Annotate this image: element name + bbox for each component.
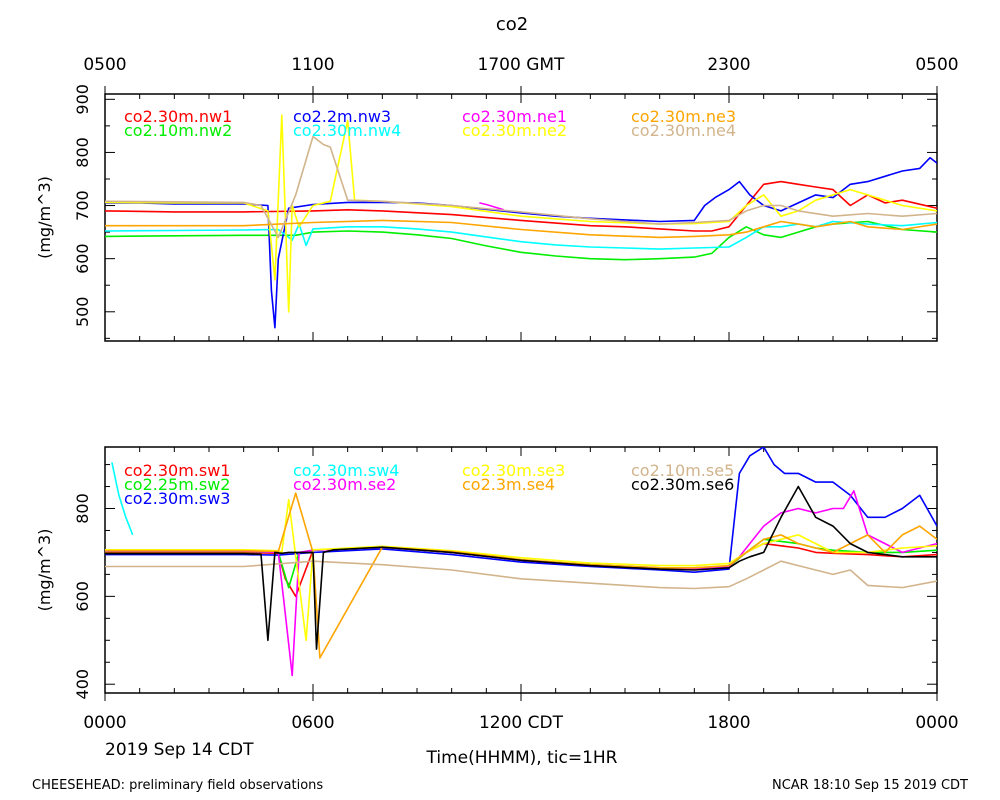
right-footnote: NCAR 18:10 Sep 15 2019 CDT (772, 778, 968, 793)
top-series-group (105, 114, 937, 329)
legend-co2-30m-sw1: co2.30m.sw1 (124, 461, 230, 480)
top-y-tick-label: 800 (73, 137, 92, 168)
legend-co2-30m-nw1: co2.30m.nw1 (124, 107, 232, 126)
legend-co2-3m-se4: co2.3m.se4 (462, 475, 555, 494)
bottom-y-tick-label: 600 (73, 581, 92, 612)
legend-co2-30m-ne4: co2.30m.ne4 (631, 121, 736, 140)
top-x-tick-label: 0500 (915, 55, 958, 75)
x-axis-label: Time(HHMM), tic=1HR (426, 748, 618, 768)
series-line-co2-2m-nw3 (105, 156, 937, 329)
top-x-tick-label: 2300 (707, 55, 750, 75)
date-label: 2019 Sep 14 CDT (105, 740, 254, 760)
legend-co2-25m-sw2: co2.25m.sw2 (124, 475, 230, 494)
bottom-y-tick-label: 800 (73, 493, 92, 524)
series-line-co2-30m-ne3 (105, 219, 937, 239)
legend-co2-30m-ne3: co2.30m.ne3 (631, 107, 736, 126)
series-line-co2-30m-ne1 (479, 202, 504, 211)
legend-co2-30m-nw4: co2.30m.nw4 (293, 121, 401, 140)
series-line-co2-30m-nw1 (105, 180, 937, 232)
legend-co2-30m-ne1: co2.30m.ne1 (462, 107, 567, 126)
series-line-co2-30m-se3 (105, 498, 937, 642)
series-line-co2-10m-se5 (105, 560, 937, 590)
series-line-co2-30m-ne2 (105, 114, 937, 313)
legend-co2-10m-se5: co2.10m.se5 (631, 461, 734, 480)
bottom-x-tick-label: 0000 (83, 713, 126, 733)
legend-co2-30m-sw4: co2.30m.sw4 (293, 461, 399, 480)
legend-co2-30m-ne2: co2.30m.ne2 (462, 121, 567, 140)
series-line-co2-30m-sw3 (105, 447, 937, 574)
series-line-co2-30m-sw4 (111, 462, 134, 536)
top-panel: 0500 1100 1700 GMT 2300 0500 500 600 700 800 900 (… (35, 55, 959, 342)
bottom-x-tick-label: 0000 (915, 713, 958, 733)
top-x-tick-label: 1700 GMT (478, 55, 566, 75)
series-line-co2-30m-se2 (105, 490, 937, 677)
chart-title: co2 (496, 14, 528, 35)
series-line-co2-30m-ne4 (105, 135, 937, 239)
legend-co2-30m-se2: co2.30m.se2 (293, 475, 396, 494)
legend-co2-10m-nw2: co2.10m.nw2 (124, 121, 232, 140)
bottom-y-axis-label: (mg/m^3) (35, 529, 54, 612)
legend-co2-2m-nw3: co2.2m.nw3 (293, 107, 391, 126)
series-line-co2-30m-se6 (105, 485, 937, 650)
bottom-panel: 0000 0600 1200 CDT 1800 0000 400 600 800 (mg/m^3… (35, 446, 959, 733)
legend-co2-30m-se6: co2.30m.se6 (631, 475, 734, 494)
bottom-x-tick-label: 0600 (291, 713, 334, 733)
legend-co2-30m-se3: co2.30m.se3 (462, 461, 565, 480)
top-y-tick-label: 500 (73, 297, 92, 328)
bottom-y-tick-label: 400 (73, 669, 92, 700)
top-y-tick-label: 900 (73, 84, 92, 115)
series-line-co2-10m-nw2 (105, 220, 937, 261)
top-x-tick-label: 0500 (83, 55, 126, 75)
left-footnote: CHEESEHEAD: preliminary field observatio… (32, 778, 323, 793)
top-y-tick-label: 600 (73, 243, 92, 274)
bottom-series-group (105, 447, 937, 677)
series-line-co2-3m-se4 (105, 492, 937, 659)
bottom-x-tick-label: 1200 CDT (479, 713, 564, 733)
top-x-tick-label: 1100 (291, 55, 334, 75)
bottom-x-tick-label: 1800 (707, 713, 750, 733)
legend-co2-30m-sw3: co2.30m.sw3 (124, 489, 230, 508)
top-y-axis-label: (mg/m^3) (35, 176, 54, 259)
top-y-tick-label: 700 (73, 190, 92, 221)
